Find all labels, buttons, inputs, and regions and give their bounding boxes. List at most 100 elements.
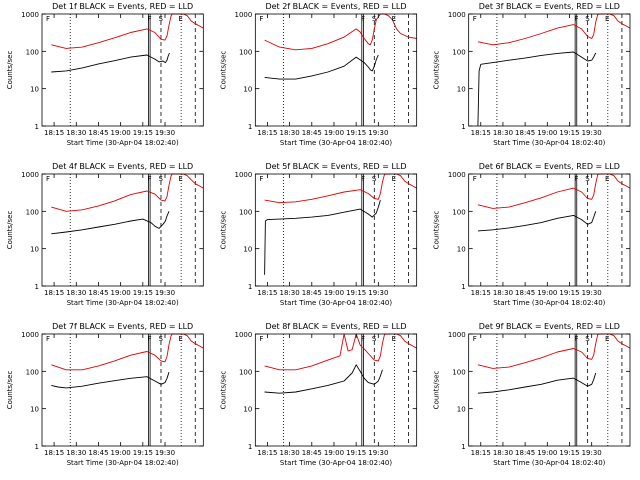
x-tick-label: 18:45 [302,289,322,297]
x-tick-label: 19:00 [324,129,344,137]
x-tick-label: 19:30 [368,449,388,457]
marker-label: F [46,335,50,343]
marker-label: F [259,335,263,343]
y-tick-label: 1000 [235,171,253,179]
y-tick-label: 100 [239,368,252,376]
y-tick-label: 1000 [235,11,253,19]
x-tick-label: 18:15 [471,129,491,137]
x-tick-label: 18:15 [44,129,64,137]
x-tick-label: 18:30 [493,129,513,137]
marker-label: E [605,175,609,183]
x-tick-label: 18:30 [493,449,513,457]
marker-label: F [259,15,263,23]
chart-title: Det 2f BLACK = Events, RED = LLD [265,2,406,11]
y-axis-label: Counts/sec [6,51,14,90]
y-tick-label: 10 [243,246,252,254]
marker-label: S [585,15,590,23]
x-tick-label: 18:15 [257,129,277,137]
y-tick-label: 10 [243,86,252,94]
y-tick-label: 100 [26,48,39,56]
marker-label: E [392,15,396,23]
plot-frame [41,13,204,127]
y-tick-label: 1 [35,443,39,451]
x-tick-label: 19:00 [111,289,131,297]
plot-frame [468,173,631,287]
series-lld [51,333,204,371]
y-tick-label: 1 [461,283,465,291]
x-tick-label: 18:45 [515,129,535,137]
y-tick-label: 100 [26,208,39,216]
y-tick-label: 1000 [448,11,466,19]
x-tick-label: 19:00 [111,449,131,457]
series-lld [264,173,417,204]
marker-label: S [585,335,590,343]
series-events [51,372,170,389]
x-tick-label: 19:30 [582,449,602,457]
marker-label: S [372,175,377,183]
x-tick-label: 19:30 [155,129,175,137]
x-tick-label: 18:30 [66,449,86,457]
x-tick-label: 18:30 [493,289,513,297]
y-tick-label: 100 [26,368,39,376]
y-tick-label: 1000 [448,331,466,339]
y-axis-label: Counts/sec [219,211,227,250]
series-lld [51,13,204,49]
marker-label: F [361,175,365,183]
chart-title: Det 4f BLACK = Events, RED = LLD [52,162,193,171]
plot-frame [41,173,204,287]
series-lld [477,173,631,209]
y-tick-label: 100 [452,368,465,376]
x-tick-label: 19:00 [537,449,557,457]
x-tick-label: 19:30 [582,129,602,137]
marker-label: F [148,15,152,23]
x-tick-label: 19:30 [368,129,388,137]
marker-label: F [574,335,578,343]
y-tick-label: 100 [452,48,465,56]
x-tick-label: 19:30 [368,289,388,297]
x-tick-label: 18:45 [515,289,535,297]
x-tick-label: 19:15 [559,289,579,297]
x-tick-label: 19:15 [133,449,153,457]
marker-label: S [159,335,164,343]
chart-title: Det 1f BLACK = Events, RED = LLD [52,2,193,11]
plot-frame [41,333,204,447]
x-axis-label: Start Time (30-Apr-04 18:02:40) [67,139,179,147]
x-tick-label: 19:15 [133,129,153,137]
marker-label: E [178,175,182,183]
x-tick-label: 19:30 [155,289,175,297]
plot-frame [468,13,631,127]
x-tick-label: 18:30 [66,289,86,297]
x-tick-label: 19:00 [537,289,557,297]
x-tick-label: 18:15 [44,449,64,457]
x-axis-label: Start Time (30-Apr-04 18:02:40) [493,459,605,467]
series-events [51,211,170,235]
marker-label: F [361,335,365,343]
chart-title: Det 5f BLACK = Events, RED = LLD [265,162,406,171]
series-events [477,211,597,232]
y-axis-label: Counts/sec [6,371,14,410]
series-lld [477,13,631,46]
y-tick-label: 1000 [21,331,39,339]
marker-label: S [159,15,164,23]
marker-label: E [392,175,396,183]
y-axis-label: Counts/sec [433,371,441,410]
y-tick-label: 1000 [21,171,39,179]
y-tick-label: 10 [30,86,39,94]
y-tick-label: 1 [461,443,465,451]
series-lld [264,13,417,51]
series-events [51,52,170,73]
y-tick-label: 1000 [235,331,253,339]
x-tick-label: 18:45 [88,289,108,297]
y-tick-label: 100 [452,208,465,216]
chart-title: Det 9f BLACK = Events, RED = LLD [479,322,620,331]
plot-frame [254,173,418,287]
series-events [477,372,597,394]
marker-label: E [178,335,182,343]
x-tick-label: 18:45 [302,129,322,137]
y-tick-label: 1000 [21,11,39,19]
series-events [264,364,383,394]
